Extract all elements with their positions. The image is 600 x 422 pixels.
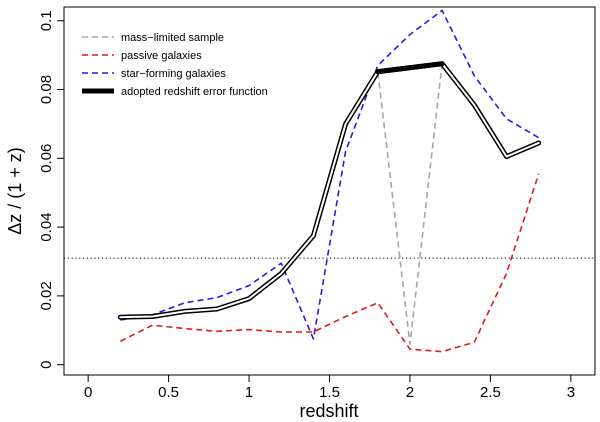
series-line-inner-adopted-redshift-error-function	[119, 62, 540, 319]
legend-label-passive-galaxies: passive galaxies	[121, 50, 202, 62]
series-line-star-forming-galaxies	[120, 9, 540, 340]
legend-label-adopted-redshift-error-function: adopted redshift error function	[121, 86, 268, 98]
x-tick-label: 3	[567, 384, 575, 401]
x-tick-label: 1.5	[319, 384, 340, 401]
y-tick-label: 0.08	[38, 75, 55, 104]
legend: mass−limited sample passive galaxies star−…	[82, 32, 268, 98]
series-line-adopted-redshift-error-function	[117, 61, 542, 320]
x-tick-label: 0	[84, 384, 92, 401]
y-tick-label: 0.02	[38, 281, 55, 310]
y-tick-label: 0.1	[38, 10, 55, 31]
y-tick-label: 0	[38, 361, 55, 369]
y-tick-label: 0.06	[38, 144, 55, 173]
y-axis-ticks: 0 0.02 0.04 0.06 0.08 0.1	[38, 10, 64, 369]
plot-marks	[64, 9, 595, 353]
plot-frame	[63, 6, 596, 376]
x-tick-label: 0.5	[158, 384, 179, 401]
x-tick-label: 2.5	[480, 384, 501, 401]
legend-label-star-forming-galaxies: star−forming galaxies	[121, 68, 226, 80]
x-tick-label: 1	[245, 384, 253, 401]
x-tick-label: 2	[406, 384, 414, 401]
x-axis-title: redshift	[299, 401, 358, 421]
series-line-passive-galaxies	[119, 173, 540, 353]
series-segment-solid-adopted-redshift-error-function	[375, 61, 445, 75]
x-axis-ticks: 0 0.5 1 1.5 2 2.5 3	[84, 375, 575, 401]
y-axis-title: Δz / (1 + z)	[5, 147, 25, 235]
legend-label-mass-limited-sample: mass−limited sample	[121, 32, 224, 44]
y-tick-label: 0.04	[38, 212, 55, 241]
